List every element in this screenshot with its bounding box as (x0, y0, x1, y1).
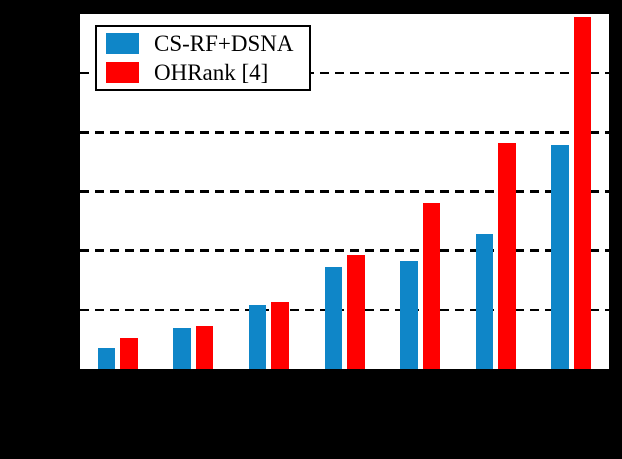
legend-label-cs-rf-dsna: CS-RF+DSNA (154, 31, 294, 57)
gridlines-layer (80, 14, 609, 369)
bar-cs-rf-dsna-group-3 (248, 305, 267, 369)
bar-cs-rf-dsna-group-4 (324, 267, 343, 369)
legend: CS-RF+DSNA OHRank [4] (95, 25, 311, 91)
gridline-y-1 (80, 308, 609, 312)
bar-cs-rf-dsna-group-6 (475, 233, 494, 369)
gridline-y-5 (80, 71, 609, 75)
bar-ohrank-4-group-7 (573, 16, 592, 369)
bar-ohrank-4-group-2 (195, 325, 214, 369)
plot-area: CS-RF+DSNA OHRank [4] (78, 12, 611, 371)
bar-ohrank-4-group-4 (347, 254, 365, 369)
bar-group-3 (231, 14, 307, 369)
bar-ohrank-4-group-1 (120, 337, 138, 369)
bar-ohrank-4-group-6 (498, 142, 516, 369)
legend-item-cs-rf-dsna: CS-RF+DSNA (106, 32, 309, 55)
legend-swatch-blue (106, 33, 139, 55)
bars-layer (80, 14, 609, 369)
bar-cs-rf-dsna-group-1 (97, 348, 116, 369)
gridline-y-4 (80, 131, 609, 134)
bar-cs-rf-dsna-group-5 (400, 260, 418, 369)
bar-cs-rf-dsna-group-7 (551, 144, 569, 369)
bar-group-5 (382, 14, 458, 369)
bar-group-1 (80, 14, 156, 369)
bar-ohrank-4-group-5 (422, 203, 441, 369)
bar-group-4 (307, 14, 383, 369)
bar-group-6 (458, 14, 534, 369)
bar-cs-rf-dsna-group-2 (173, 328, 191, 369)
bar-group-2 (156, 14, 232, 369)
bar-group-7 (533, 14, 609, 369)
bar-ohrank-4-group-3 (271, 302, 289, 369)
legend-item-ohrank: OHRank [4] (106, 61, 309, 84)
legend-label-ohrank: OHRank [4] (154, 59, 269, 85)
gridline-y-2 (80, 249, 609, 252)
legend-swatch-red (106, 61, 139, 83)
gridline-y-3 (80, 190, 609, 193)
